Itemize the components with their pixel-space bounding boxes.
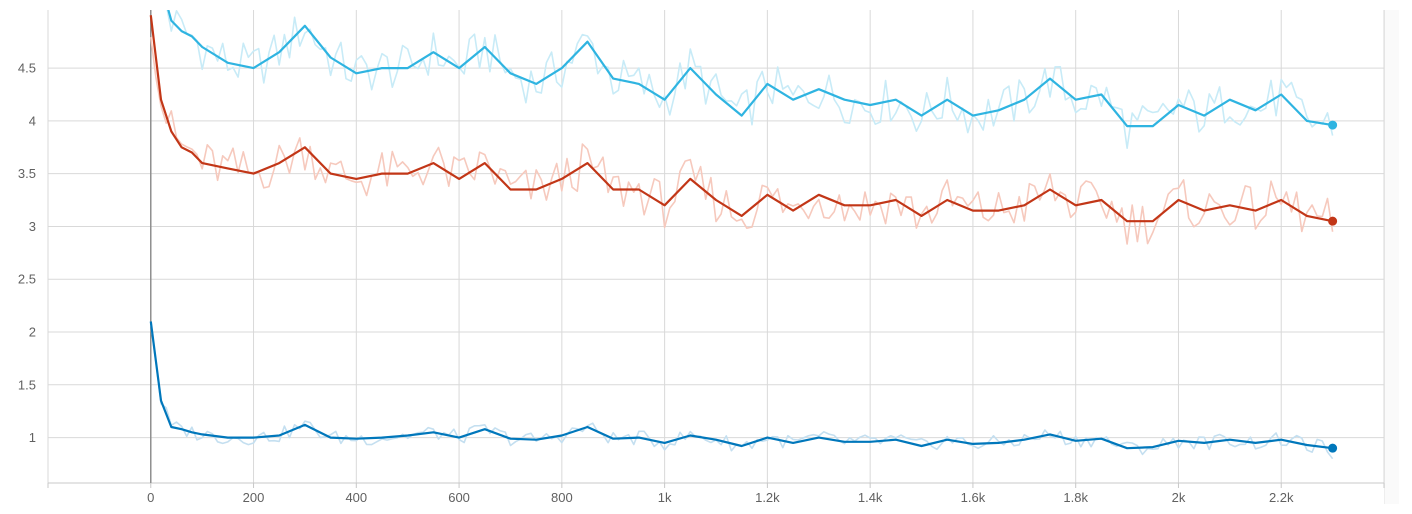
series-3-line (149, 321, 1333, 450)
series-2-end-point[interactable] (1328, 216, 1338, 226)
x-tick-label: 1k (658, 490, 672, 505)
y-tick-label: 4 (29, 113, 36, 128)
series-1-line (167, 10, 1333, 128)
y-tick-label: 1.5 (18, 377, 36, 392)
series-group (149, 10, 1334, 460)
series-1-end-point[interactable] (1328, 120, 1338, 130)
x-tick-label: 1.4k (858, 490, 883, 505)
y-tick-label: 1 (29, 430, 36, 445)
y-tick-label: 3.5 (18, 166, 36, 181)
x-tick-label: 0 (147, 490, 154, 505)
x-tick-label: 1.8k (1063, 490, 1088, 505)
x-tick-label: 2k (1172, 490, 1186, 505)
series-3-raw-line (150, 324, 1334, 460)
series-3-end-point[interactable] (1328, 443, 1338, 453)
x-tick-label: 2.2k (1269, 490, 1294, 505)
x-tick-label: 800 (551, 490, 573, 505)
x-tick-label: 600 (448, 490, 470, 505)
y-tick-label: 3 (29, 219, 36, 234)
series-2-raw-line (150, 37, 1334, 245)
x-tick-label: 1.6k (961, 490, 986, 505)
x-tick-label: 400 (345, 490, 367, 505)
y-tick-label: 4.5 (18, 61, 36, 76)
x-tick-label: 1.2k (755, 490, 780, 505)
x-tick-label: 200 (243, 490, 265, 505)
series-2-line (149, 15, 1333, 223)
y-tick-label: 2 (29, 325, 36, 340)
y-tick-label: 2.5 (18, 272, 36, 287)
series-1-raw-line (166, 10, 1334, 149)
